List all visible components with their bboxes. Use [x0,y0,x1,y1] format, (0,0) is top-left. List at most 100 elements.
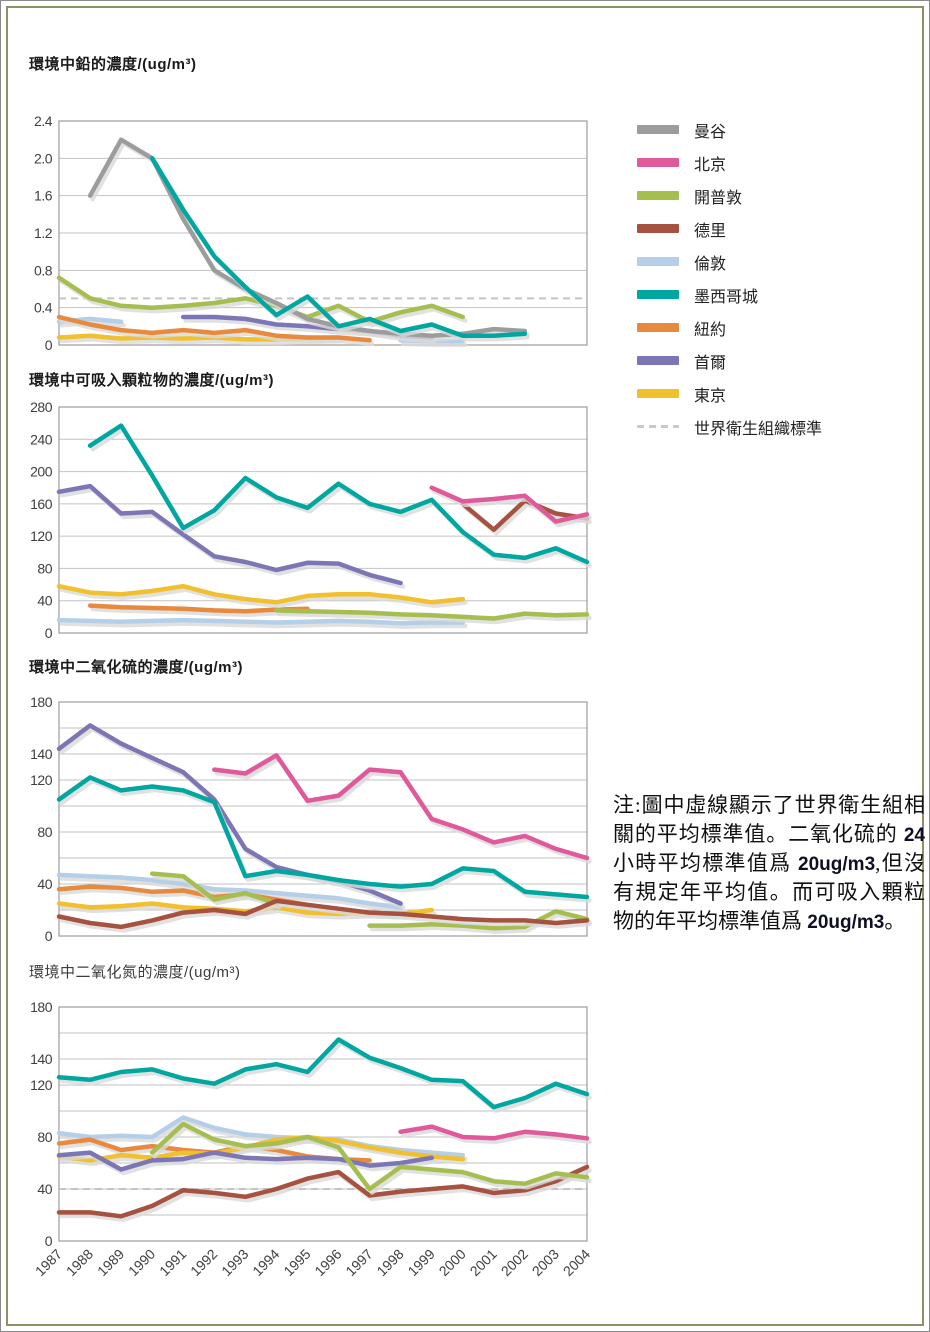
x-tick-label: 1988 [63,1246,96,1279]
legend-label-tokyo: 東京 [694,387,727,405]
legend-swatch-new-york [637,323,679,332]
y-tick-label: 200 [30,464,53,480]
legend: 曼谷 北京 開普敦 德里 倫敦 墨西哥城 紐約 首爾 東京 世界衛生組織標準 [637,113,822,443]
chart-pm: 280 240 200 160 120 80 40 0 [21,399,629,652]
series-line-mexico-city [149,156,528,338]
series-shadow-tokyo [59,336,344,346]
series-shadow-new-york [59,318,375,347]
series-shadow-seoul [59,1153,437,1176]
series-shadow-london [59,621,468,630]
x-tick-label: 2004 [560,1246,593,1279]
series-line-delhi [56,1164,590,1219]
y-tick-label: 40 [37,1181,52,1197]
legend-swatch-london [637,257,679,266]
x-tick-label: 1993 [218,1246,251,1279]
series-line-cape-town [149,871,590,931]
note-segment: ,但沒有規定年平均值。而可吸入顆粒物的年平均標準值爲 [613,851,926,934]
series-line-beijing [212,753,590,861]
series-line-cape-town [149,1121,590,1192]
y-tick-label: 120 [30,772,53,788]
series-line-new-york [87,603,310,614]
series-shadow-delhi [59,1168,592,1223]
note-segment: 小時平均標準值爲 [613,851,799,876]
legend-label-who-standard: 世界衛生組織標準 [694,420,823,438]
x-tick-label: 2002 [498,1246,531,1279]
legend-item-london: 倫敦 [637,245,822,278]
series-line-mexico-city [56,1037,590,1110]
series-line-beijing [429,485,590,524]
y-tick-label: 80 [37,1129,52,1145]
y-tick-label: 2.4 [34,113,53,129]
series-line-seoul [56,1150,434,1172]
legend-swatch-delhi [637,224,679,233]
note-segment: 。 [884,909,906,934]
legend-label-london: 倫敦 [694,255,727,273]
note-highlight: 24 [903,824,925,846]
chart-pm-title: 環境中可吸入顆粒物的濃度/(ug/m³) [29,372,274,389]
y-tick-label: 0.8 [34,262,53,278]
series-line-london [56,872,403,910]
legend-item-seoul: 首爾 [637,344,822,377]
chart-lead: 2.4 2.0 1.6 1.2 0.8 0.4 0 [21,113,629,364]
series-shadow-beijing [400,1127,592,1145]
chart-svg-0: 2.4 2.0 1.6 1.2 0.8 0.4 0 [34,113,588,353]
note-segment: 注:圖中虛線顯示了世界衛生組相關的平均標準值。二氧化硫的 [613,793,925,846]
legend-swatch-tokyo [637,389,679,398]
legend-swatch-seoul [637,356,679,365]
series-shadow-cape-town [152,874,592,934]
legend-item-mexico-city: 墨西哥城 [637,278,822,311]
legend-swatch-who-standard [637,425,679,428]
legend-item-tokyo: 東京 [637,377,822,410]
x-tick-label: 1990 [125,1246,158,1279]
y-tick-label: 120 [30,1077,53,1093]
series-shadow-delhi [59,902,592,933]
y-tick-label: 1.2 [34,225,53,241]
legend-item-beijing: 北京 [637,146,822,179]
y-tick-label: 80 [37,560,52,576]
note-highlight: 20ug/m3 [807,912,885,934]
series-shadow-cape-town [152,1125,592,1195]
series-line-mexico-city [87,423,590,565]
y-tick-label: 240 [30,431,53,447]
series-shadow-tokyo [59,587,468,609]
chart-so2-title: 環境中二氧化硫的濃度/(ug/m³) [29,659,243,676]
legend-item-cape-town: 開普敦 [637,179,822,212]
note-highlight: 20ug/m3 [798,854,876,876]
x-tick-label: 2001 [467,1246,500,1279]
series-line-mexico-city [56,775,590,900]
x-tick-label: 1987 [32,1246,65,1279]
y-tick-label: 2.0 [34,150,53,166]
y-tick-label: 40 [37,593,52,609]
legend-label-bangkok: 曼谷 [694,123,727,141]
chart-svg-3: 1801401208040019871988198919901991199219… [30,999,593,1279]
legend-swatch-mexico-city [637,290,679,299]
chart-svg-1: 280 240 200 160 120 80 40 0 [30,399,592,641]
series-line-london [56,1115,466,1158]
series-line-seoul [56,483,403,586]
legend-label-seoul: 首爾 [694,354,727,372]
y-tick-label: 0 [45,928,53,944]
series-line-tokyo [56,583,466,605]
x-tick-label: 1999 [404,1246,437,1279]
note-text: 注:圖中虛線顯示了世界衛生組相關的平均標準值。二氧化硫的 24 小時平均標準值爲… [613,791,925,937]
y-tick-label: 160 [30,496,53,512]
plot-border [58,1006,588,1242]
chart-lead-title: 環境中鉛的濃度/(ug/m³) [29,56,197,73]
legend-item-bangkok: 曼谷 [637,113,822,146]
x-tick-label: 1989 [94,1246,127,1279]
x-tick-label: 1998 [373,1246,406,1279]
chart-svg-2: 180 140 120 80 40 0 [30,694,592,944]
legend-label-mexico-city: 墨西哥城 [694,288,759,306]
y-tick-label: 0.4 [34,300,53,316]
y-tick-label: 140 [30,1051,53,1067]
series-line-delhi [56,898,590,930]
plot-border [58,120,588,346]
x-tick-label: 2003 [529,1246,562,1279]
chart-no2-title: 環境中二氧化氮的濃度/(ug/m³) [29,964,241,981]
y-tick-label: 180 [30,694,53,710]
y-tick-label: 180 [30,999,53,1015]
chart-no2: 180 140 120 80 40 0 1987 1988 1989 1990 1991 1992 19… [21,999,629,1312]
y-tick-label: 80 [37,824,52,840]
legend-label-delhi: 德里 [694,222,727,240]
